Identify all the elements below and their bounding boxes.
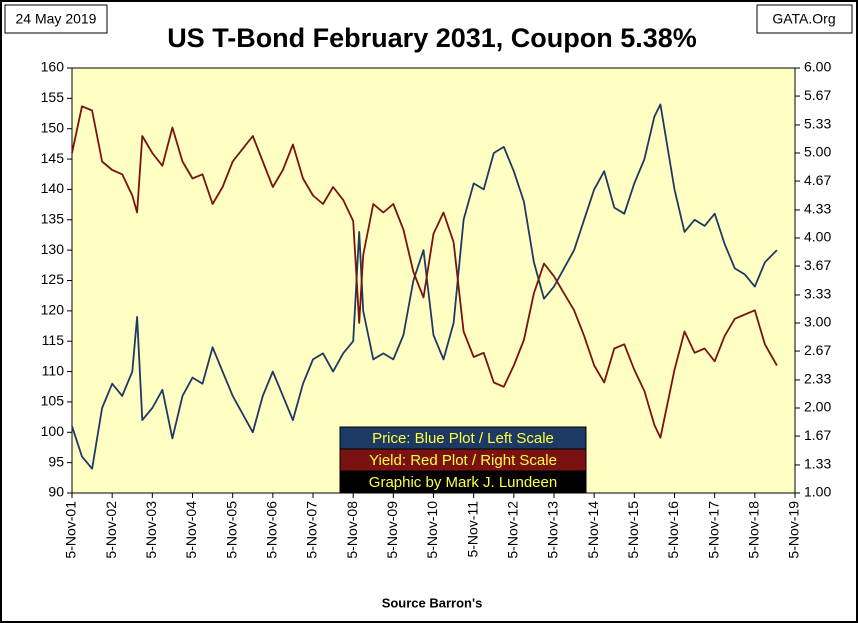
source-box xyxy=(756,4,853,34)
series-line xyxy=(71,103,778,470)
y2-tick-label: 4.67 xyxy=(804,172,831,188)
y2-tick-label: 1.33 xyxy=(804,456,831,472)
y2-tick-label: 1.67 xyxy=(804,427,831,443)
x-tick-label: 5-Nov-11 xyxy=(464,501,480,558)
y2-tick-label: 2.33 xyxy=(804,371,831,387)
y2-tick-label: 5.00 xyxy=(804,144,831,160)
y2-tick-label: 3.67 xyxy=(804,257,831,273)
x-tick-label: 5-Nov-06 xyxy=(264,501,280,559)
y2-tick-label: 4.33 xyxy=(804,201,831,217)
y2-tick-label: 1.00 xyxy=(804,484,831,500)
y2-tick-label: 3.00 xyxy=(804,314,831,330)
y-tick-label: 135 xyxy=(41,210,65,226)
chart-title: US T-Bond February 2031, Coupon 5.38% xyxy=(167,23,697,53)
x-tick-label: 5-Nov-14 xyxy=(585,501,601,559)
y2-tick-label: 5.33 xyxy=(804,116,831,132)
x-tick-label: 5-Nov-08 xyxy=(344,501,360,559)
y-tick-label: 115 xyxy=(42,332,65,348)
plot-area xyxy=(71,67,796,494)
x-tick-label: 5-Nov-01 xyxy=(63,501,79,559)
x-tick-label: 5-Nov-17 xyxy=(705,501,721,559)
credit-box xyxy=(339,470,587,494)
y2-tick-label: 2.67 xyxy=(804,342,831,358)
y-tick-label: 160 xyxy=(41,59,65,75)
x-tick-label: 5-Nov-10 xyxy=(424,501,440,559)
y-tick-label: 95 xyxy=(48,453,64,469)
y-tick-label: 90 xyxy=(48,484,64,500)
y2-tick-label: 3.33 xyxy=(804,286,831,302)
x-tick-label: 5-Nov-02 xyxy=(103,501,119,559)
x-tick-label: 5-Nov-18 xyxy=(746,501,762,559)
y2-tick-label: 2.00 xyxy=(804,399,831,415)
credit-label: Graphic by Mark J. Lundeen xyxy=(369,474,557,491)
date-label: 24 May 2019 xyxy=(16,11,97,27)
x-tick-label: 5-Nov-04 xyxy=(183,501,199,559)
legend-label: Yield: Red Plot / Right Scale xyxy=(369,452,557,469)
y-tick-label: 140 xyxy=(41,180,65,196)
y2-tick-label: 5.67 xyxy=(804,87,831,103)
source-label: GATA.Org xyxy=(772,11,835,27)
y-tick-label: 155 xyxy=(41,89,65,105)
date-box xyxy=(4,4,108,34)
y-tick-label: 105 xyxy=(41,393,65,409)
x-tick-label: 5-Nov-12 xyxy=(505,501,521,559)
x-tick-label: 5-Nov-09 xyxy=(384,501,400,559)
y-tick-label: 130 xyxy=(41,241,65,257)
y-tick-label: 125 xyxy=(41,271,65,287)
x-tick-label: 5-Nov-13 xyxy=(545,501,561,559)
legend-label: Price: Blue Plot / Left Scale xyxy=(372,430,554,447)
x-tick-label: 5-Nov-05 xyxy=(223,501,239,559)
y2-tick-label: 6.00 xyxy=(804,59,831,75)
x-tick-label: 5-Nov-19 xyxy=(786,501,802,559)
y2-tick-label: 4.00 xyxy=(804,229,831,245)
x-tick-label: 5-Nov-03 xyxy=(143,501,159,559)
y-tick-label: 120 xyxy=(41,302,65,318)
x-axis-label: Source Barron's xyxy=(382,595,483,610)
x-tick-label: 5-Nov-15 xyxy=(625,501,641,559)
y-tick-label: 100 xyxy=(41,423,65,439)
y-tick-label: 110 xyxy=(42,362,65,378)
x-tick-label: 5-Nov-07 xyxy=(304,501,320,559)
series-line xyxy=(71,105,778,439)
x-tick-label: 5-Nov-16 xyxy=(665,501,681,559)
y-tick-label: 150 xyxy=(41,119,65,135)
y-tick-label: 145 xyxy=(41,150,65,166)
